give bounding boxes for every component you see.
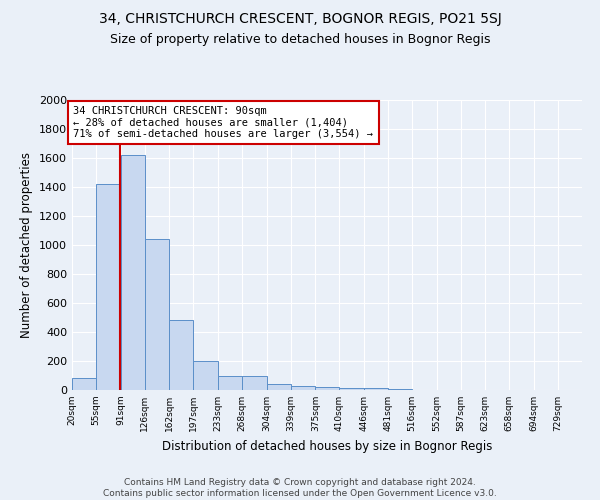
Bar	[316, 387, 340, 390]
Y-axis label: Number of detached properties: Number of detached properties	[20, 152, 34, 338]
Text: 34 CHRISTCHURCH CRESCENT: 90sqm
← 28% of detached houses are smaller (1,404)
71%: 34 CHRISTCHURCH CRESCENT: 90sqm ← 28% of…	[73, 106, 373, 139]
Bar	[169, 320, 193, 390]
Bar	[145, 239, 169, 390]
Bar	[364, 388, 388, 390]
Bar	[96, 184, 121, 390]
Bar	[266, 384, 290, 390]
Bar	[340, 388, 364, 390]
Bar	[193, 361, 218, 390]
Text: Contains HM Land Registry data © Crown copyright and database right 2024.
Contai: Contains HM Land Registry data © Crown c…	[103, 478, 497, 498]
Bar	[290, 386, 316, 390]
Bar	[218, 376, 242, 390]
Text: Size of property relative to detached houses in Bognor Regis: Size of property relative to detached ho…	[110, 32, 490, 46]
Bar	[121, 155, 145, 390]
Bar	[72, 378, 96, 390]
X-axis label: Distribution of detached houses by size in Bognor Regis: Distribution of detached houses by size …	[162, 440, 492, 452]
Bar	[242, 376, 266, 390]
Text: 34, CHRISTCHURCH CRESCENT, BOGNOR REGIS, PO21 5SJ: 34, CHRISTCHURCH CRESCENT, BOGNOR REGIS,…	[98, 12, 502, 26]
